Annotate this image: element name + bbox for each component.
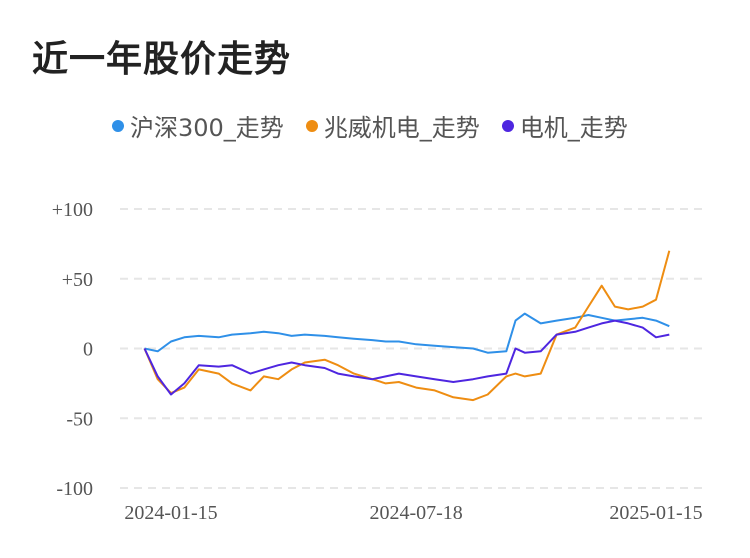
legend-label-motor: 电机_走势 [519,114,628,142]
y-tick-label: +100 [52,199,93,221]
y-tick-label: +50 [62,269,93,291]
legend-dot-zhaowei [305,119,318,132]
x-tick-label: 2025-01-15 [609,502,702,524]
legend-dot-hs300 [112,119,124,132]
series-layer [143,250,671,402]
y-tick-label: -50 [66,408,93,430]
y-tick-label: 0 [83,339,93,361]
chart-legend: 沪深300_走势 兆威机电_走势 电机_走势 [112,108,650,143]
x-tick-label: 2024-01-15 [124,502,217,524]
grid-layer [120,208,707,489]
legend-dot-motor [501,119,514,132]
x-tick-label: 2024-07-18 [369,502,462,524]
series-line-2 [143,319,670,396]
series-line-0 [144,312,670,354]
y-axis-ticks: +100 +50 0 -50 -100 [52,199,93,500]
y-tick-label: -100 [56,478,93,500]
legend-item-motor[interactable]: 电机_走势 [501,108,628,143]
legend-label-zhaowei: 兆威机电_走势 [323,114,480,142]
chart-title: 近一年股价走势 [32,39,292,80]
series-line-1 [143,250,671,402]
legend-label-hs300: 沪深300_走势 [130,114,284,142]
legend-item-hs300[interactable]: 沪深300_走势 [112,108,284,143]
x-axis-ticks: 2024-01-15 2024-07-18 2025-01-15 [124,502,702,524]
legend-item-zhaowei[interactable]: 兆威机电_走势 [305,108,480,143]
